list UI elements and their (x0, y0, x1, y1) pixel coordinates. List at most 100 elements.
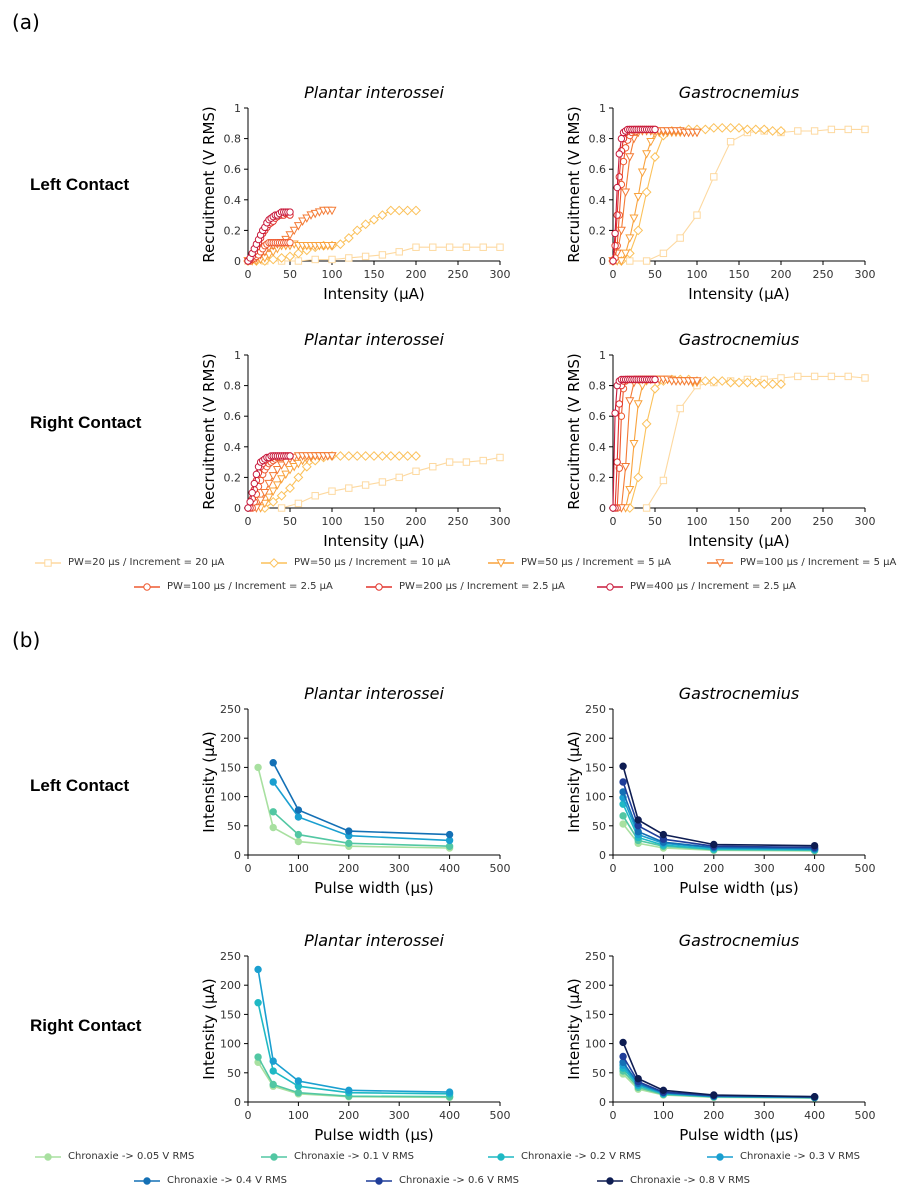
series-6 (619, 762, 819, 850)
y-tick-label: 0.2 (589, 224, 607, 237)
y-tick-label: 0.6 (589, 163, 607, 176)
data-point (260, 489, 270, 498)
data-point (700, 124, 711, 135)
x-tick-label: 200 (771, 515, 792, 528)
data-point (742, 377, 753, 388)
y-tick-label: 100 (585, 791, 606, 804)
data-point (250, 479, 258, 488)
y-axis-label: Recruitment (V RMS) (565, 353, 583, 510)
legend-label: Chronaxie -> 0.8 V RMS (630, 1175, 751, 1186)
x-tick-label: 150 (364, 268, 385, 281)
data-point (394, 205, 405, 216)
x-tick-label: 200 (338, 862, 359, 875)
data-point (827, 372, 836, 381)
data-point (269, 1067, 277, 1075)
data-point (642, 257, 651, 265)
x-tick-label: 0 (245, 515, 252, 528)
data-point (726, 137, 735, 146)
y-tick-label: 0.6 (224, 163, 242, 176)
x-tick-label: 200 (703, 1109, 724, 1122)
legend-label: Chronaxie -> 0.2 V RMS (521, 1151, 642, 1162)
data-point (395, 248, 403, 256)
series-line (272, 762, 450, 836)
data-point (700, 376, 711, 386)
data-point (269, 1057, 277, 1065)
data-point (717, 376, 728, 386)
data-point (708, 376, 719, 386)
data-point (293, 248, 304, 259)
data-point (377, 451, 388, 461)
data-point (264, 493, 274, 503)
legend-item: Chronaxie -> 0.3 V RMS (706, 1151, 860, 1162)
data-point (676, 234, 684, 242)
data-point (734, 377, 744, 388)
data-point (445, 830, 454, 839)
x-tick-label: 400 (804, 862, 825, 875)
legend-item: PW=400 µs / Increment = 2.5 µA (596, 581, 796, 592)
y-tick-label: 0.2 (589, 471, 607, 484)
x-tick-label: 200 (338, 1109, 359, 1122)
legend-marker (497, 1152, 505, 1161)
data-point (277, 504, 286, 512)
data-point (343, 233, 354, 243)
data-point (246, 498, 254, 506)
legend-swatch (597, 582, 623, 591)
x-tick-label: 100 (288, 862, 309, 875)
x-tick-label: 250 (813, 268, 834, 281)
series-4 (269, 759, 454, 839)
data-point (759, 379, 770, 389)
x-tick-label: 300 (855, 268, 876, 281)
data-point (268, 487, 278, 496)
data-point (693, 211, 701, 219)
data-point (369, 214, 379, 225)
x-axis-label: Intensity (µA) (323, 285, 425, 303)
data-point (294, 830, 303, 839)
data-point (277, 461, 287, 470)
legend-label: PW=200 µs / Increment = 2.5 µA (399, 581, 565, 592)
series-line (272, 811, 450, 847)
y-tick-label: 0 (234, 502, 241, 515)
chart-plantar-left-recruitment: Plantar interossei 0 0.2 0.4 0.6 0.8 1 0 50 100 15… (200, 78, 535, 303)
x-tick-label: 500 (490, 862, 511, 875)
y-tick-label: 150 (585, 761, 606, 774)
chart-svg: Plantar interossei 0 50 100 150 200 250 0 100 200… (200, 684, 511, 897)
data-point (289, 462, 299, 472)
data-point (328, 255, 336, 264)
y-tick-label: 100 (220, 1038, 241, 1051)
chart-title: Gastrocnemius (679, 684, 799, 703)
x-tick-label: 200 (771, 268, 792, 281)
y-tick-label: 1 (599, 102, 606, 115)
legend-item: Chronaxie -> 0.2 V RMS (487, 1151, 641, 1162)
data-point (411, 205, 421, 216)
data-point (659, 830, 668, 839)
data-point (810, 372, 819, 381)
data-point (429, 462, 437, 471)
data-point (619, 762, 627, 770)
chart-plantar-left-chronaxie: Plantar interossei 0 50 100 150 200 250 0 100 200… (200, 679, 535, 897)
legend-item: Chronaxie -> 0.4 V RMS (133, 1175, 287, 1186)
y-tick-label: 0.2 (224, 471, 242, 484)
data-point (496, 453, 504, 462)
data-point (352, 225, 363, 236)
series-6 (609, 125, 659, 265)
data-point (268, 254, 279, 265)
data-point (750, 124, 761, 135)
chart-svg: Plantar interossei 0 50 100 150 200 250 0 100 200… (200, 931, 511, 1144)
data-point (625, 397, 635, 406)
data-point (360, 219, 371, 230)
series-0 (244, 243, 504, 265)
series-line (613, 128, 865, 262)
data-point (479, 243, 487, 251)
data-point (345, 254, 353, 262)
data-point (361, 252, 370, 261)
legend-marker (496, 558, 506, 568)
data-point (619, 778, 627, 786)
legend-swatch (366, 582, 392, 591)
data-point (496, 243, 504, 251)
x-tick-label: 0 (610, 515, 617, 528)
data-point (311, 492, 319, 500)
data-point (294, 1088, 303, 1097)
legend-label: Chronaxie -> 0.1 V RMS (294, 1151, 415, 1162)
series-line (272, 781, 450, 842)
x-tick-label: 0 (610, 862, 617, 875)
